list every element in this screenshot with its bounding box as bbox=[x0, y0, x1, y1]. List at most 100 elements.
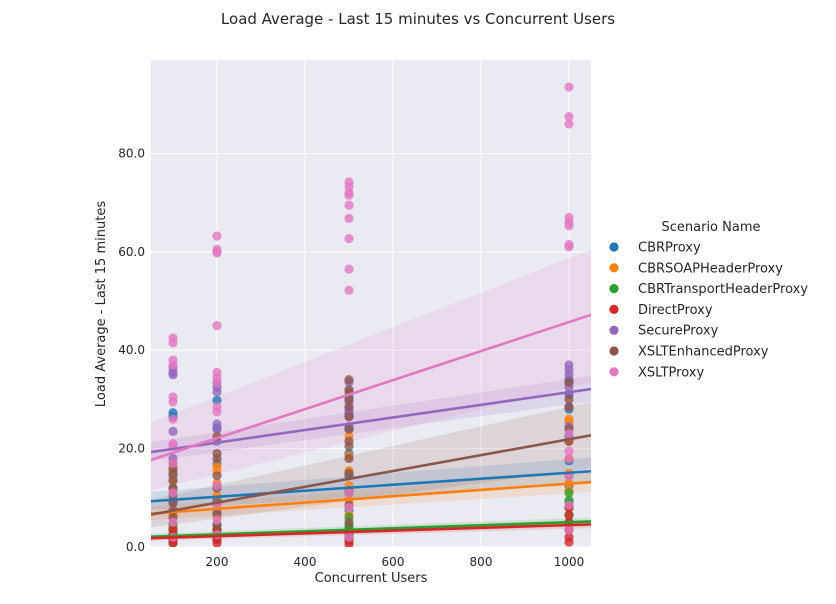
y-tick-label: 20.0 bbox=[118, 442, 145, 456]
regression-line bbox=[151, 434, 591, 516]
data-point bbox=[564, 453, 574, 464]
legend-label: DirectProxy bbox=[638, 303, 713, 318]
data-point bbox=[344, 264, 354, 274]
chart-title: Load Average - Last 15 minutes vs Concur… bbox=[221, 10, 615, 28]
data-point bbox=[212, 321, 222, 331]
data-point bbox=[168, 475, 178, 486]
y-tick-label: 60.0 bbox=[118, 245, 145, 259]
legend-label: CBRSOAPHeaderProxy bbox=[638, 261, 783, 276]
data-point bbox=[168, 517, 178, 528]
legend-marker bbox=[609, 284, 619, 294]
regression-line bbox=[151, 520, 591, 538]
data-point bbox=[564, 119, 574, 129]
legend-items: CBRProxy CBRSOAPHeaderProxy CBRTransportHe… bbox=[609, 241, 808, 380]
data-point bbox=[564, 510, 574, 520]
data-point bbox=[564, 446, 574, 456]
data-point bbox=[344, 233, 354, 244]
legend-title: Scenario Name bbox=[662, 220, 761, 235]
legend-item: DirectProxy bbox=[609, 303, 713, 318]
data-point bbox=[212, 387, 222, 397]
legend-item: XSLTEnhancedProxy bbox=[609, 345, 769, 360]
legend-item: XSLTProxy bbox=[609, 365, 704, 380]
regression-line bbox=[151, 480, 591, 515]
data-point bbox=[344, 394, 354, 405]
data-point bbox=[564, 377, 574, 387]
legend-marker bbox=[609, 263, 619, 273]
data-point bbox=[212, 395, 222, 406]
data-point bbox=[344, 488, 354, 498]
data-point bbox=[344, 503, 354, 513]
y-axis-label: Load Average - Last 15 minutes bbox=[94, 201, 109, 407]
data-point bbox=[168, 360, 178, 370]
data-point bbox=[564, 488, 574, 498]
legend-item: CBRProxy bbox=[609, 241, 701, 256]
data-point bbox=[212, 471, 222, 481]
data-point bbox=[564, 429, 574, 439]
data-point bbox=[344, 213, 354, 223]
data-point bbox=[344, 285, 354, 295]
legend-label: SecureProxy bbox=[638, 324, 719, 339]
x-tick-label: 200 bbox=[206, 555, 229, 569]
legend-marker bbox=[609, 367, 619, 377]
data-point bbox=[344, 539, 354, 547]
confidence-band bbox=[151, 457, 591, 510]
data-point bbox=[564, 221, 574, 231]
x-tick-label: 400 bbox=[294, 555, 317, 569]
y-tick-label: 40.0 bbox=[118, 343, 145, 357]
data-point bbox=[168, 397, 178, 407]
legend: Scenario Name CBRProxy CBRSOAPHeaderProxy… bbox=[609, 220, 808, 380]
data-point bbox=[168, 414, 178, 424]
regression-line bbox=[151, 313, 591, 462]
legend-marker bbox=[609, 325, 619, 335]
data-point bbox=[564, 82, 574, 92]
x-tick-label: 800 bbox=[470, 555, 493, 569]
y-axis-ticks: 0.0 20.0 40.0 60.0 80.0 bbox=[118, 146, 145, 554]
data-point bbox=[344, 402, 354, 412]
data-point bbox=[344, 441, 354, 451]
data-point bbox=[168, 488, 178, 498]
data-point bbox=[344, 412, 354, 422]
data-point bbox=[564, 394, 574, 405]
data-point bbox=[212, 407, 222, 417]
data-point bbox=[344, 517, 354, 528]
data-point bbox=[344, 468, 354, 478]
legend-marker bbox=[609, 242, 619, 252]
data-point bbox=[344, 375, 354, 385]
x-tick-label: 600 bbox=[382, 555, 405, 569]
data-point bbox=[168, 426, 178, 436]
legend-label: XSLTProxy bbox=[638, 365, 704, 380]
data-point bbox=[344, 532, 354, 542]
data-point bbox=[168, 458, 178, 468]
regression-lines bbox=[151, 313, 591, 540]
x-axis-label: Concurrent Users bbox=[315, 571, 428, 586]
data-point bbox=[564, 370, 574, 380]
legend-label: CBRProxy bbox=[638, 241, 701, 256]
data-point bbox=[344, 453, 354, 464]
data-point bbox=[212, 480, 222, 491]
data-point bbox=[212, 453, 222, 464]
data-point bbox=[564, 525, 574, 535]
confidence-band bbox=[151, 471, 591, 520]
data-point bbox=[344, 424, 354, 434]
x-axis-ticks: 200 400 600 800 1000 bbox=[206, 555, 585, 569]
data-point bbox=[168, 468, 178, 478]
legend-marker bbox=[609, 304, 619, 314]
data-point bbox=[212, 424, 222, 434]
regression-line bbox=[151, 387, 591, 454]
data-point bbox=[168, 338, 178, 348]
confidence-band bbox=[151, 249, 591, 491]
data-point bbox=[564, 242, 574, 252]
plot-area bbox=[151, 60, 591, 547]
data-point bbox=[212, 231, 222, 241]
data-point bbox=[344, 200, 354, 210]
data-point bbox=[212, 515, 222, 525]
data-point bbox=[564, 402, 574, 412]
data-point bbox=[344, 190, 354, 200]
regression-line bbox=[151, 469, 591, 503]
legend-marker bbox=[609, 346, 619, 356]
data-point bbox=[564, 537, 574, 547]
regression-line bbox=[151, 523, 591, 540]
y-tick-label: 80.0 bbox=[118, 146, 145, 160]
